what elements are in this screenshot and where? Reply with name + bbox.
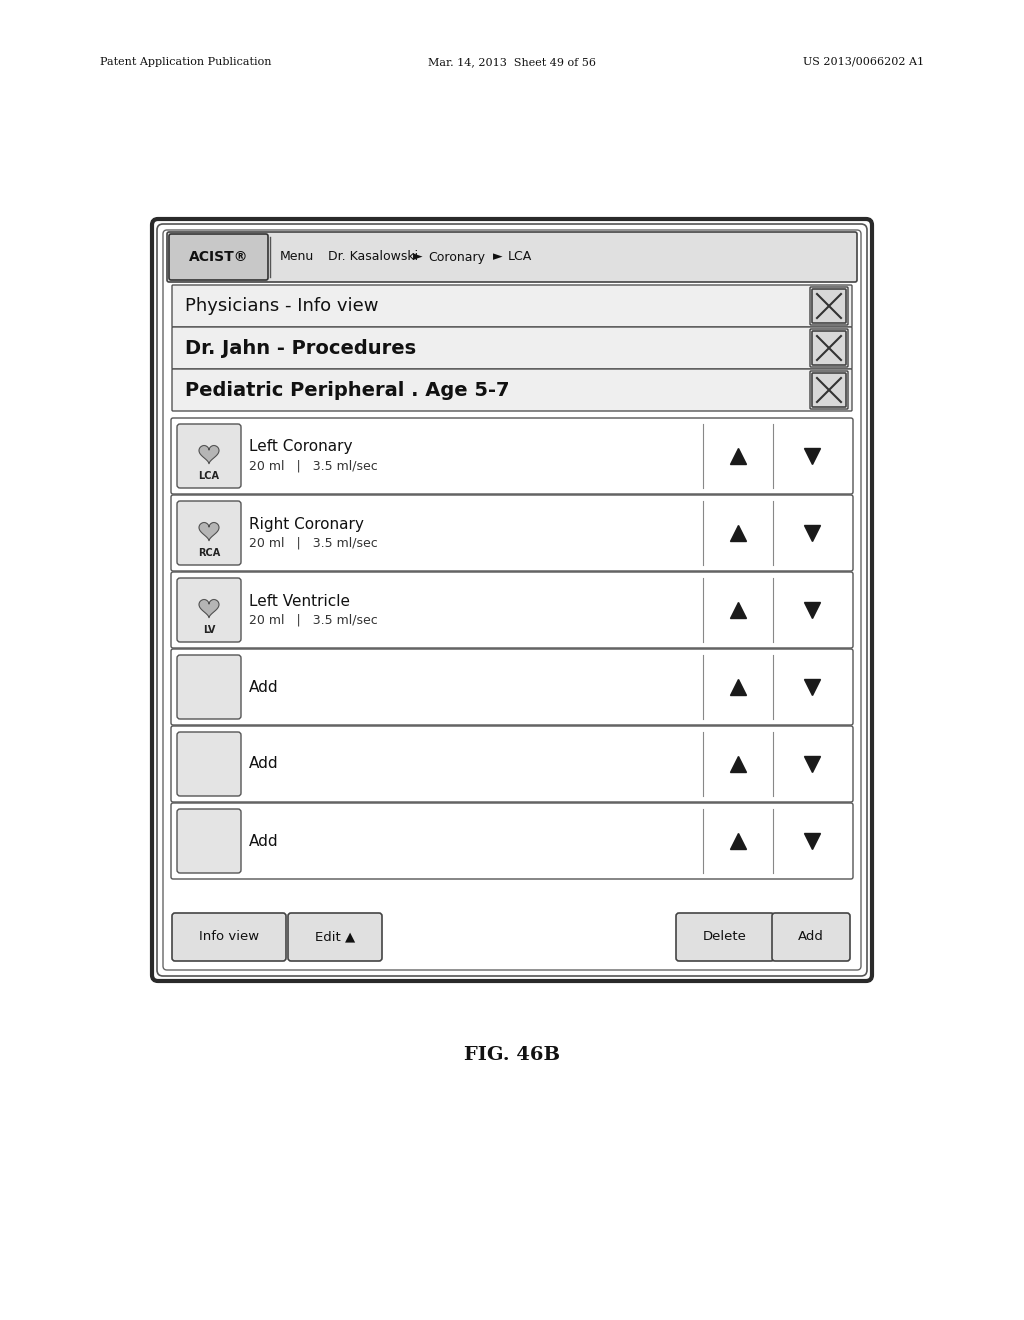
FancyBboxPatch shape — [177, 502, 241, 565]
FancyBboxPatch shape — [157, 224, 867, 975]
FancyBboxPatch shape — [172, 327, 852, 370]
Text: FIG. 46B: FIG. 46B — [464, 1045, 560, 1064]
FancyBboxPatch shape — [288, 913, 382, 961]
Text: LCA: LCA — [508, 251, 532, 264]
Text: ►: ► — [413, 251, 423, 264]
Text: 20 ml   |   3.5 ml/sec: 20 ml | 3.5 ml/sec — [249, 459, 378, 473]
Text: Dr. Jahn - Procedures: Dr. Jahn - Procedures — [185, 338, 416, 358]
Polygon shape — [199, 446, 219, 463]
FancyBboxPatch shape — [172, 285, 852, 327]
FancyBboxPatch shape — [171, 726, 853, 803]
Text: Patent Application Publication: Patent Application Publication — [100, 57, 271, 67]
FancyBboxPatch shape — [676, 913, 774, 961]
Text: Edit ▲: Edit ▲ — [314, 931, 355, 944]
Text: Mar. 14, 2013  Sheet 49 of 56: Mar. 14, 2013 Sheet 49 of 56 — [428, 57, 596, 67]
Text: Add: Add — [249, 833, 279, 849]
FancyBboxPatch shape — [171, 803, 853, 879]
FancyBboxPatch shape — [172, 370, 852, 411]
Text: Dr. Kasalowski: Dr. Kasalowski — [328, 251, 418, 264]
Text: Pediatric Peripheral . Age 5-7: Pediatric Peripheral . Age 5-7 — [185, 380, 510, 400]
Text: 20 ml   |   3.5 ml/sec: 20 ml | 3.5 ml/sec — [249, 536, 378, 549]
Text: Delete: Delete — [703, 931, 746, 944]
Polygon shape — [199, 599, 219, 618]
Text: Right Coronary: Right Coronary — [249, 516, 364, 532]
FancyBboxPatch shape — [812, 331, 846, 366]
Text: Coronary: Coronary — [428, 251, 485, 264]
FancyBboxPatch shape — [171, 418, 853, 494]
Text: Add: Add — [249, 756, 279, 771]
FancyBboxPatch shape — [812, 289, 846, 323]
Text: ►: ► — [493, 251, 503, 264]
FancyBboxPatch shape — [177, 655, 241, 719]
FancyBboxPatch shape — [171, 649, 853, 725]
FancyBboxPatch shape — [812, 374, 846, 407]
Text: RCA: RCA — [198, 548, 220, 558]
FancyBboxPatch shape — [177, 809, 241, 873]
FancyBboxPatch shape — [772, 913, 850, 961]
FancyBboxPatch shape — [167, 232, 857, 282]
FancyBboxPatch shape — [163, 230, 861, 970]
Text: Add: Add — [249, 680, 279, 694]
Text: LCA: LCA — [199, 471, 219, 480]
Text: Add: Add — [798, 931, 824, 944]
Text: US 2013/0066202 A1: US 2013/0066202 A1 — [803, 57, 924, 67]
Text: Left Ventricle: Left Ventricle — [249, 594, 350, 609]
FancyBboxPatch shape — [172, 913, 286, 961]
Text: Menu: Menu — [280, 251, 314, 264]
Text: ACIST®: ACIST® — [188, 249, 248, 264]
Text: Left Coronary: Left Coronary — [249, 440, 352, 454]
FancyBboxPatch shape — [177, 424, 241, 488]
FancyBboxPatch shape — [171, 572, 853, 648]
FancyBboxPatch shape — [171, 495, 853, 572]
FancyBboxPatch shape — [177, 733, 241, 796]
Polygon shape — [199, 523, 219, 541]
Text: Info view: Info view — [199, 931, 259, 944]
Text: Physicians - Info view: Physicians - Info view — [185, 297, 379, 315]
Text: LV: LV — [203, 624, 215, 635]
FancyBboxPatch shape — [177, 578, 241, 642]
Text: 20 ml   |   3.5 ml/sec: 20 ml | 3.5 ml/sec — [249, 614, 378, 627]
FancyBboxPatch shape — [169, 234, 268, 280]
